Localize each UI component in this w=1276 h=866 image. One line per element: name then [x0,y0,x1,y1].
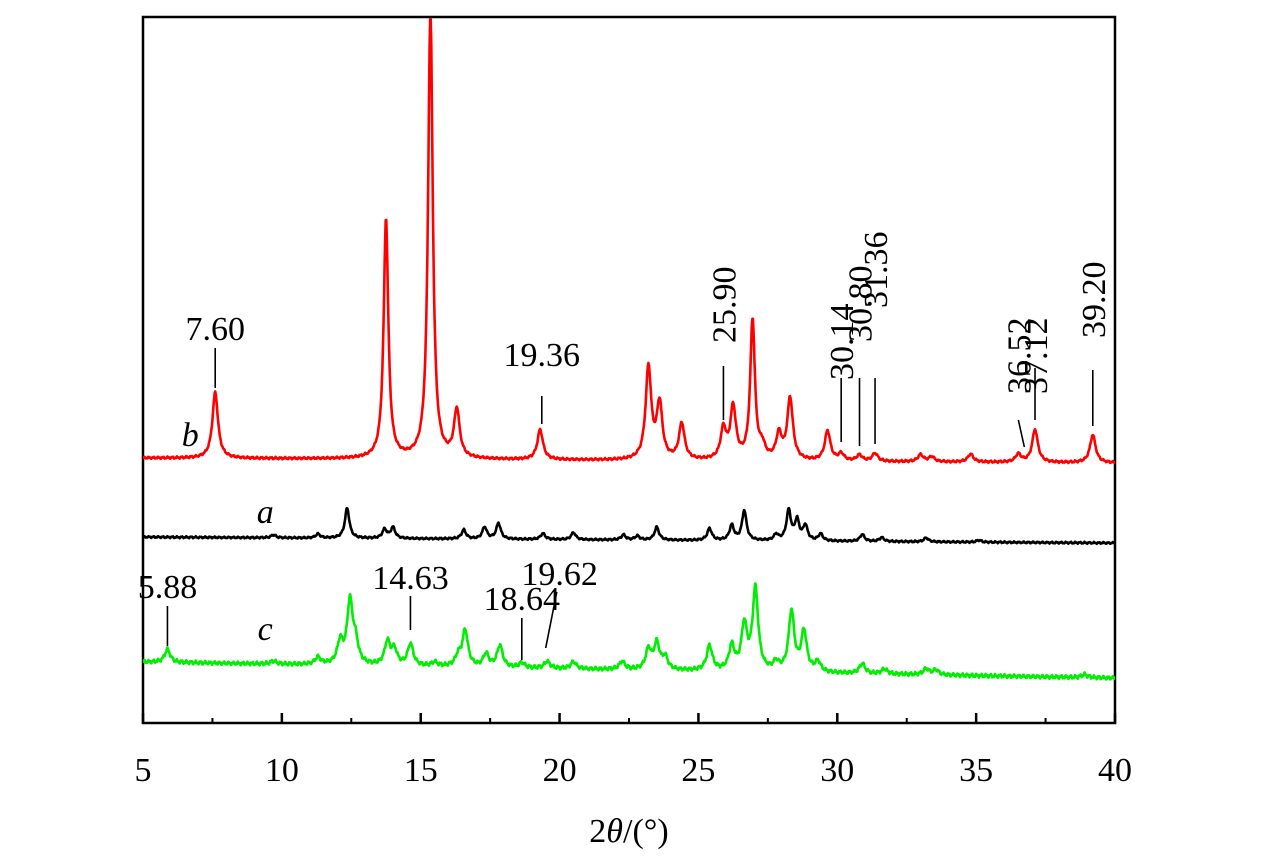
x-tick-label-20: 20 [543,752,577,789]
peak-label-c-19-62-leader [544,591,558,649]
x-axis-title-prefix: 2 [589,813,606,850]
peak-label-b-30-80: 30.80 [843,266,880,343]
peak-label-b-7-60: 7.60 [185,311,245,348]
x-axis-ticks [141,713,1117,723]
x-axis-title: 2θ/(°) [589,813,668,850]
peak-label-b-39-20: 39.20 [1076,262,1113,339]
x-axis-title-symbol: θ [606,813,623,850]
plot-frame [141,15,1117,725]
x-axis-tick-labels: 5 10 15 20 25 30 35 40 [135,752,1133,789]
series-name-labels: b a c [182,417,274,648]
x-tick-label-10: 10 [265,752,299,789]
x-axis-title-suffix: /(°) [623,813,669,850]
series-label-a: a [257,494,274,531]
peak-label-b-36-52: 36.52 [1001,318,1038,395]
series-line-c [142,582,1116,681]
x-tick-label-35: 35 [959,752,993,789]
x-tick-label-15: 15 [404,752,438,789]
peak-label-b-25-90: 25.90 [706,267,743,344]
peak-label-c-14-63: 14.63 [372,560,449,597]
x-tick-label-40: 40 [1098,752,1132,789]
peak-label-c-18-64: 18.64 [484,581,561,618]
x-tick-label-30: 30 [820,752,854,789]
peak-label-b-30-14: 30.14 [824,304,861,381]
series-label-b: b [182,417,199,454]
series-label-c: c [258,611,273,648]
series-line-a [142,506,1116,546]
x-tick-label-5: 5 [135,752,152,789]
peak-label-b-19-36: 19.36 [504,337,581,374]
series-layer [142,17,1116,681]
peak-label-c-5-88: 5.88 [138,569,198,606]
peak-label-c-19-62: 19.62 [521,556,598,593]
series-line-b [142,17,1116,465]
x-tick-label-25: 25 [681,752,715,789]
peak-label-b-36-52-leader [1017,419,1026,448]
peak-label-b-31-36: 31.36 [858,232,895,309]
peak-label-b-37-12: 37.12 [1018,318,1055,395]
